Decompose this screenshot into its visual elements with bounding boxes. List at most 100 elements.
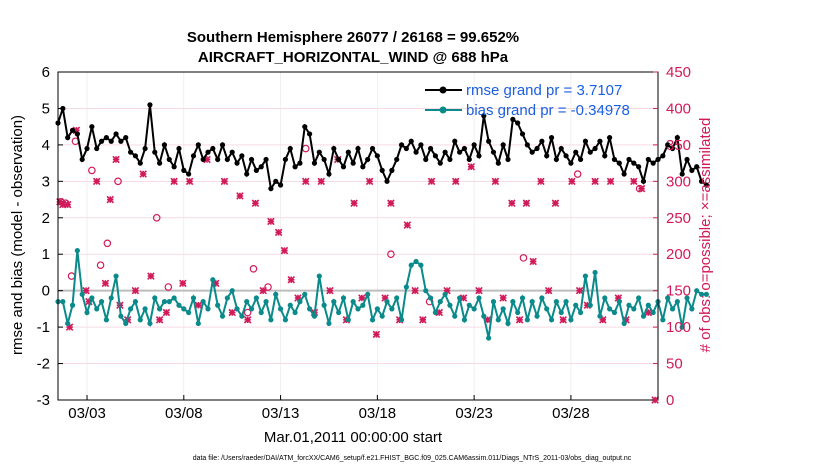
series-point-0 — [636, 164, 642, 170]
series-point-0 — [650, 160, 656, 166]
y-tick-label-right: 150 — [666, 283, 691, 300]
series-point-1 — [640, 313, 647, 319]
series-point-1 — [229, 288, 235, 294]
series-point-0 — [447, 156, 453, 163]
series-point-0 — [345, 149, 351, 155]
y-tick-label-right: 250 — [666, 210, 691, 227]
series-point-0 — [69, 127, 76, 133]
y-tick-label-left: -3 — [37, 392, 50, 409]
legend-rmse-marker — [439, 86, 447, 94]
series-point-0 — [665, 142, 671, 148]
obs-assimilated-marker — [515, 316, 524, 324]
series-point-0 — [437, 160, 443, 166]
x-tick-label: 03/23 — [455, 405, 493, 422]
series-point-0 — [161, 142, 168, 148]
obs-possible-marker — [88, 166, 96, 175]
series-point-0 — [277, 182, 284, 188]
series-point-0 — [321, 156, 327, 163]
footer-data-file: data file: /Users/raeder/DAI/ATM_forcXX/… — [193, 455, 632, 462]
series-point-0 — [398, 142, 405, 148]
series-point-1 — [631, 306, 637, 312]
series-point-1 — [447, 302, 453, 308]
series-point-1 — [200, 299, 206, 305]
x-tick-label: 03/28 — [552, 405, 590, 422]
series-point-1 — [345, 317, 351, 323]
obs-assimilated-marker — [170, 177, 178, 186]
series-point-1 — [311, 313, 318, 319]
series-point-1 — [69, 302, 76, 308]
series-point-1 — [89, 295, 95, 301]
series-point-0 — [287, 145, 293, 152]
series-point-0 — [577, 156, 584, 163]
series-point-0 — [79, 156, 85, 163]
series-point-1 — [611, 309, 618, 316]
series-point-1 — [490, 299, 497, 305]
series-point-0 — [307, 131, 313, 137]
series-point-1 — [365, 291, 371, 297]
obs-assimilated-marker — [637, 184, 646, 193]
y-tick-label-right: 50 — [666, 356, 683, 373]
series-point-0 — [147, 102, 153, 108]
series-point-1 — [534, 313, 540, 319]
series-point-0 — [84, 145, 90, 152]
series-point-0 — [394, 156, 400, 163]
series-point-1 — [161, 299, 168, 305]
obs-assimilated-marker — [236, 192, 244, 200]
series-point-0 — [640, 178, 647, 184]
series-point-1 — [268, 317, 274, 323]
series-point-0 — [123, 135, 129, 141]
obs-assimilated-marker — [568, 177, 576, 186]
series-point-1 — [669, 306, 676, 312]
obs-assimilated-marker — [106, 195, 115, 204]
series-point-1 — [548, 317, 555, 323]
series-point-1 — [157, 306, 163, 312]
series-point-0 — [510, 116, 516, 122]
series-point-1 — [253, 295, 259, 301]
series-point-1 — [84, 309, 90, 316]
series-point-0 — [210, 145, 216, 152]
axis-ticks: -3 -2 -1 0 1 2 3 4 5 6 0 50 100 150 200 250 300 350 400 450… — [37, 64, 691, 422]
series-point-0 — [244, 171, 250, 177]
series-point-0 — [379, 167, 385, 173]
series-point-1 — [171, 295, 177, 301]
obs-assimilated-marker — [630, 177, 638, 186]
obs-assimilated-marker — [372, 330, 381, 339]
obs-possible-marker — [519, 254, 528, 262]
obs-assimilated-marker — [508, 199, 516, 207]
y-tick-label-left: -1 — [37, 319, 50, 336]
series-point-1 — [331, 299, 337, 305]
series-point-0 — [98, 138, 105, 144]
obs-possible-marker — [387, 250, 395, 259]
series-point-1 — [302, 291, 308, 297]
obs-assimilated-marker — [522, 199, 531, 207]
obs-assimilated-marker — [267, 217, 275, 226]
series-point-0 — [602, 153, 608, 159]
series-point-1 — [215, 302, 221, 308]
series-point-0 — [495, 160, 501, 166]
obs-assimilated-marker — [451, 177, 460, 186]
obs-possible-marker — [301, 144, 310, 153]
obs-assimilated-marker — [575, 286, 584, 295]
series-point-0 — [631, 160, 637, 166]
series-point-1 — [674, 299, 680, 305]
series-point-0 — [660, 153, 666, 159]
obs-assimilated-marker — [475, 286, 483, 295]
observation-count-markers — [56, 126, 659, 404]
series-point-0 — [142, 145, 148, 152]
y-tick-label-right: 450 — [666, 64, 691, 81]
series-point-1 — [219, 313, 226, 319]
series-point-1 — [166, 299, 172, 305]
obs-assimilated-marker — [591, 177, 599, 186]
series-point-1 — [142, 306, 148, 312]
series-point-1 — [123, 320, 129, 327]
obs-assimilated-marker — [92, 177, 101, 186]
series-point-1 — [607, 306, 613, 312]
series-point-1 — [452, 313, 458, 319]
series-point-1 — [224, 295, 230, 301]
series-point-1 — [665, 295, 671, 301]
series-point-1 — [389, 306, 395, 312]
obs-assimilated-marker — [185, 177, 194, 186]
series-point-0 — [258, 164, 264, 170]
series-point-1 — [74, 247, 80, 254]
x-tick-label: 03/13 — [262, 405, 300, 422]
